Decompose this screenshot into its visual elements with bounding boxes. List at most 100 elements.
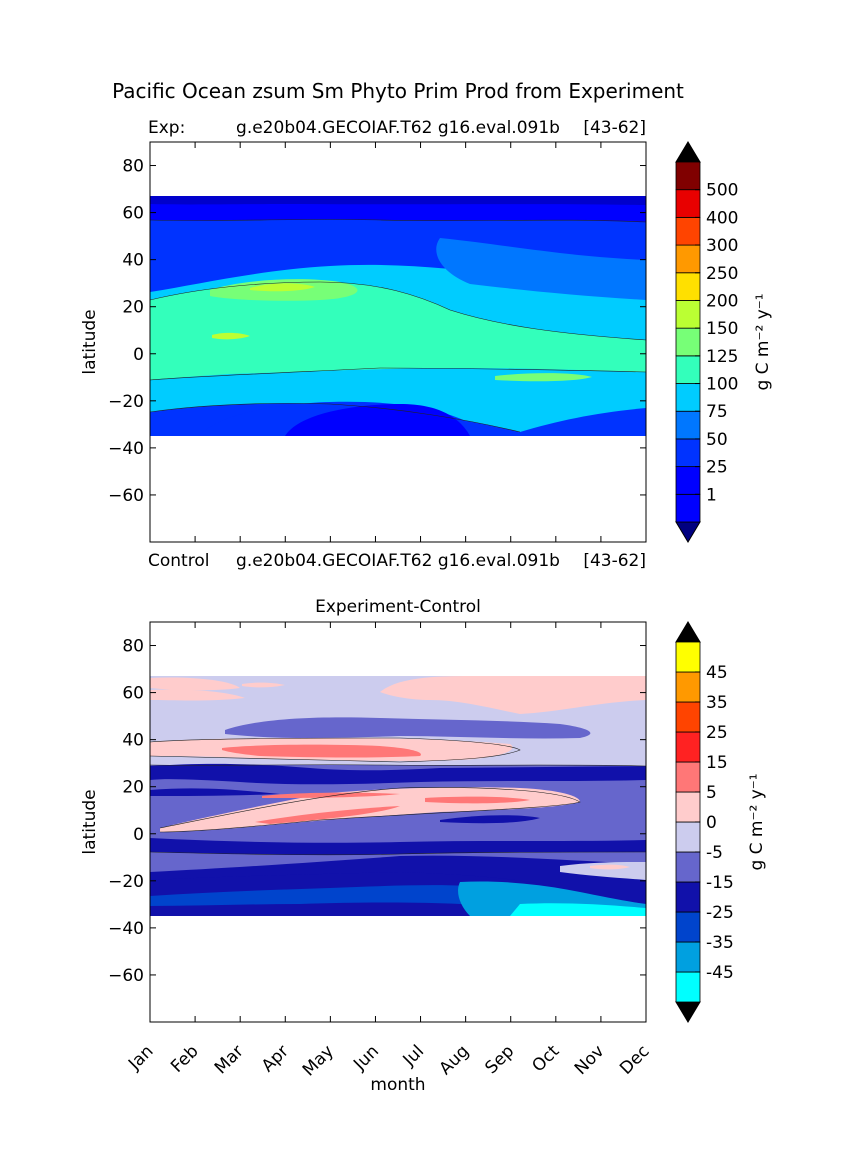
colorbar-tick-label: 100: [706, 375, 738, 395]
colorbar-tick-label: 150: [706, 319, 738, 339]
colorbar-tick-label: 45: [706, 663, 728, 683]
x-tick-label: Feb: [167, 1041, 202, 1076]
panel2-y-label: latitude: [80, 789, 100, 854]
colorbar-level: [675, 327, 701, 357]
colorbar-tick-label: 1: [706, 485, 717, 505]
panel2-y-axis: 80 60 40 20 0 −20 −40 −60: [108, 637, 646, 986]
colorbar-tick-label: -25: [706, 903, 734, 923]
panel2-title-center: g.e20b04.GECOIAF.T62 g16.eval.091b: [236, 551, 560, 571]
x-tick-label: Sep: [481, 1041, 518, 1078]
colorbar-tick-label: -45: [706, 963, 734, 983]
colorbar-tick-label: 25: [706, 458, 728, 478]
panel1-axes-frame: [149, 141, 647, 543]
panel2-region-dark-eq: [150, 838, 646, 855]
y-tick-label: 80: [122, 637, 144, 657]
x-tick-label: May: [299, 1041, 338, 1080]
panel1-region-mid-blue: [436, 238, 646, 300]
colorbar-level: [675, 216, 701, 246]
panel1-contour-field: [150, 196, 646, 436]
colorbar-tick-label: 0: [706, 813, 717, 833]
colorbar-level: [675, 671, 701, 703]
panel2-title-right: [43-62]: [583, 551, 646, 571]
colorbar-level: [675, 641, 701, 673]
panel1-region-south-deep: [285, 404, 470, 436]
y-tick-label: −60: [108, 486, 144, 506]
colorbar-tick-label: 125: [706, 347, 738, 367]
panel1-title-center: g.e20b04.GECOIAF.T62 g16.eval.091b: [236, 118, 560, 138]
panel1-region-green: [150, 282, 646, 380]
panel-experiment: Exp: g.e20b04.GECOIAF.T62 g16.eval.091b …: [80, 118, 773, 543]
panel2-region-red-35n: [222, 744, 421, 758]
colorbar-level: [675, 791, 701, 823]
panel2-colorbar-label: g C m⁻² y⁻¹: [747, 773, 767, 870]
x-tick-label: Jun: [349, 1041, 383, 1075]
panel1-region-yellowgreen: [250, 283, 315, 292]
y-tick-label: 0: [133, 345, 144, 365]
panel2-x-label: month: [370, 1075, 425, 1095]
colorbar-tick-label: 25: [706, 723, 728, 743]
colorbar-level: [675, 438, 701, 468]
colorbar-level: [675, 881, 701, 913]
colorbar-level: [675, 244, 701, 274]
colorbar-over-arrow: [675, 141, 701, 163]
panel2-axes-frame: [149, 621, 647, 1023]
y-tick-label: 20: [122, 298, 144, 318]
colorbar-level: [675, 161, 701, 191]
panel1-y-label: latitude: [80, 309, 100, 374]
y-tick-label: −20: [108, 872, 144, 892]
colorbar-level: [675, 355, 701, 384]
colorbar-under-arrow: [675, 521, 701, 543]
panel2-title: Experiment-Control: [315, 597, 481, 617]
colorbar-level: [675, 731, 701, 763]
panel2-colorbar: 45 35 25 15 5 0 -5 -15 -25 -35 -45: [675, 621, 734, 1023]
colorbar-tick-label: -5: [706, 843, 723, 863]
x-tick-label: Apr: [258, 1041, 293, 1076]
panel2-title-left: Control: [148, 551, 209, 571]
colorbar-tick-label: 5: [706, 783, 717, 803]
x-tick-label: Aug: [436, 1041, 474, 1079]
panel1-colorbar-label: g C m⁻² y⁻¹: [753, 293, 773, 390]
colorbar-level: [675, 911, 701, 943]
colorbar-tick-label: 50: [706, 430, 728, 450]
colorbar-level: [675, 851, 701, 883]
colorbar-level: [675, 466, 701, 495]
colorbar-tick-label: 300: [706, 236, 738, 256]
figure-title: Pacific Ocean zsum Sm Phyto Prim Prod fr…: [112, 79, 684, 103]
y-tick-label: −40: [108, 439, 144, 459]
colorbar-tick-label: -35: [706, 933, 734, 953]
y-tick-label: 40: [122, 731, 144, 751]
panel1-y-axis: 80 60 40 20 0 −20 −40 −60: [108, 157, 646, 506]
colorbar-under-arrow: [675, 1001, 701, 1023]
y-tick-label: −40: [108, 919, 144, 939]
colorbar-level: [675, 383, 701, 412]
colorbar-tick-label: 75: [706, 402, 728, 422]
panel1-region-lightgreen-2: [495, 373, 592, 382]
x-tick-label: Jul: [399, 1041, 428, 1070]
y-tick-label: −20: [108, 392, 144, 412]
colorbar-level: [675, 941, 701, 973]
colorbar-level: [675, 300, 701, 329]
colorbar-level: [675, 821, 701, 853]
y-tick-label: 20: [122, 778, 144, 798]
x-tick-label: Oct: [528, 1041, 563, 1076]
panel1-x-axis: [149, 142, 647, 542]
colorbar-tick-label: 500: [706, 181, 738, 201]
colorbar-tick-label: -15: [706, 873, 734, 893]
colorbar-level: [675, 701, 701, 733]
colorbar-tick-label: 200: [706, 291, 738, 311]
colorbar-level: [675, 971, 701, 1003]
panel1-title-left: Exp:: [148, 118, 185, 138]
panel2-region-mid-40n: [225, 717, 591, 739]
x-tick-label: Mar: [211, 1041, 248, 1078]
colorbar-tick-label: 400: [706, 208, 738, 228]
colorbar-tick-label: 35: [706, 693, 728, 713]
y-tick-label: 60: [122, 204, 144, 224]
panel-difference: Control g.e20b04.GECOIAF.T62 g16.eval.09…: [80, 551, 767, 1095]
y-tick-label: 40: [122, 251, 144, 271]
colorbar-tick-label: 250: [706, 264, 738, 284]
x-tick-label: Nov: [571, 1041, 609, 1079]
x-tick-label: Jan: [124, 1041, 157, 1074]
colorbar-level: [675, 410, 701, 440]
